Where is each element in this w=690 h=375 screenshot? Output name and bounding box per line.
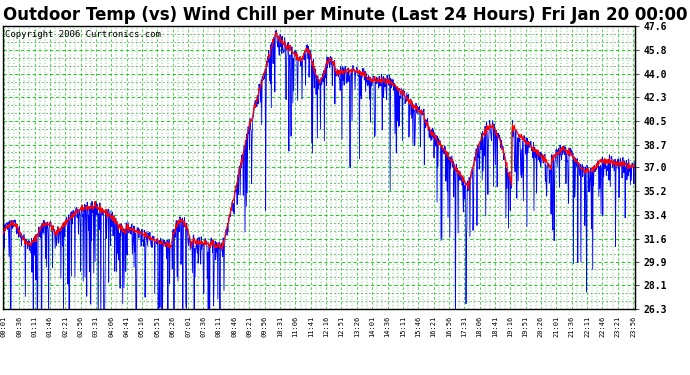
- Text: Outdoor Temp (vs) Wind Chill per Minute (Last 24 Hours) Fri Jan 20 00:00: Outdoor Temp (vs) Wind Chill per Minute …: [3, 6, 687, 24]
- Text: Copyright 2006 Curtronics.com: Copyright 2006 Curtronics.com: [5, 30, 161, 39]
